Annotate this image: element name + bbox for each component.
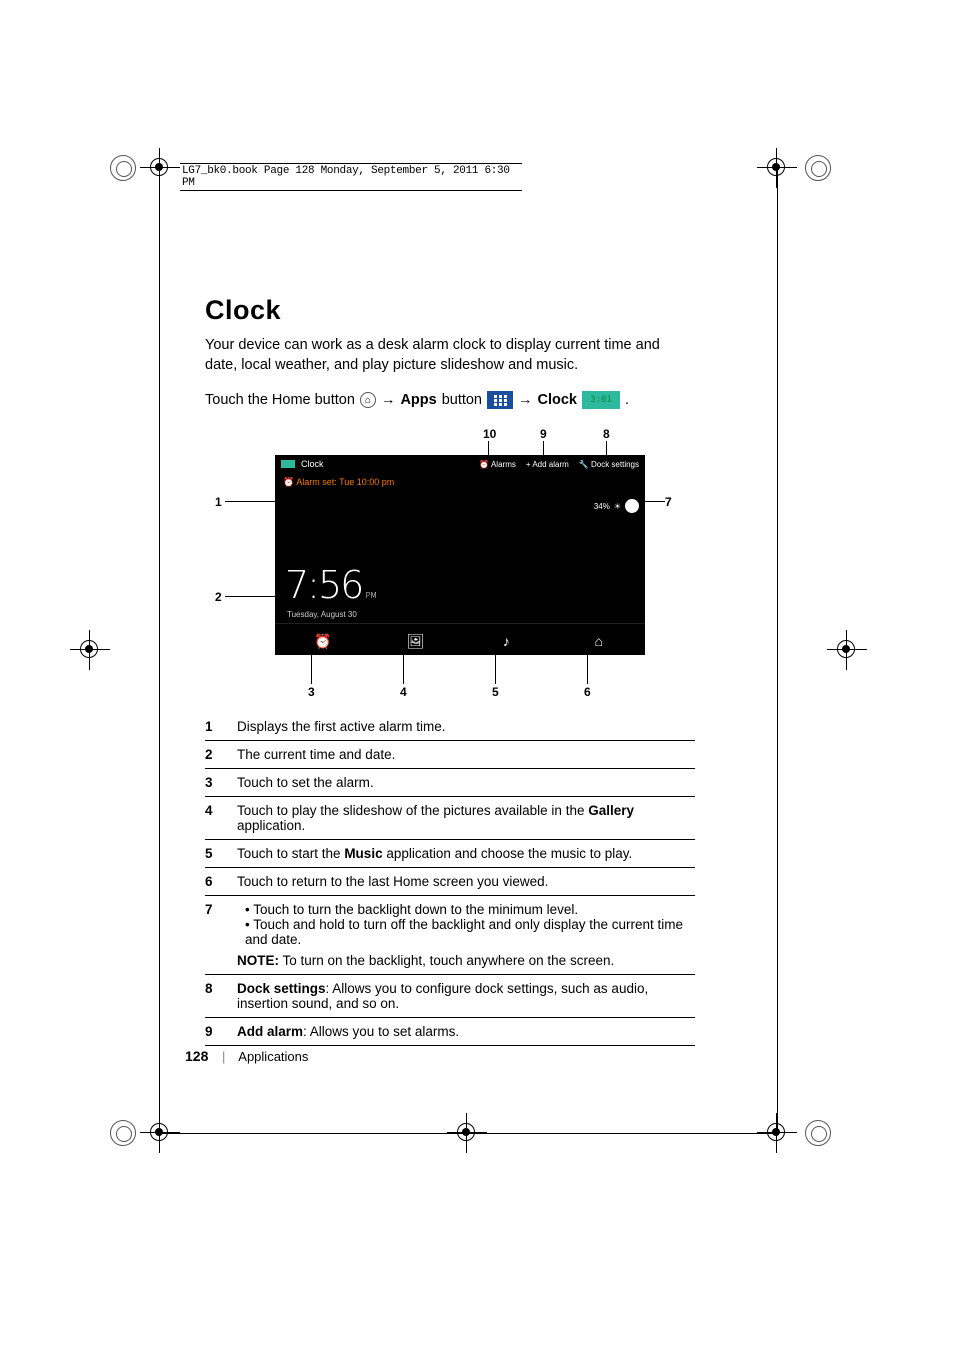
callout-num: 8	[603, 427, 610, 441]
table-row: 7 Touch to turn the backlight down to the…	[205, 896, 695, 975]
rule	[160, 167, 180, 168]
arrow-icon: →	[518, 392, 533, 408]
row-description: Touch to return to the last Home screen …	[237, 868, 695, 896]
rule-left	[159, 170, 160, 1133]
callout-line	[587, 650, 588, 684]
page-header-metadata: LG7_bk0.book Page 128 Monday, September …	[180, 163, 522, 191]
row-number: 1	[205, 713, 237, 741]
row-number: 3	[205, 769, 237, 797]
row-description: The current time and date.	[237, 741, 695, 769]
callout-line	[311, 650, 312, 684]
music-icon[interactable]: ♪	[499, 633, 513, 647]
row-description: Displays the first active alarm time.	[237, 713, 695, 741]
navigation-instruction: Touch the Home button ⌂ → Apps button → …	[205, 391, 695, 409]
cropmark-br-ring	[800, 1115, 836, 1151]
alarm-set-text: ⏰ Alarm set: Tue 10:00 pm	[275, 473, 645, 492]
row-description: Dock settings: Allows you to configure d…	[237, 975, 695, 1018]
list-item: Touch to turn the backlight down to the …	[245, 902, 691, 917]
page-footer: 128 | Applications	[185, 1048, 308, 1064]
callout-num: 10	[483, 427, 496, 441]
page-number: 128	[185, 1048, 208, 1064]
callout-line	[225, 501, 280, 502]
arrow-icon: →	[381, 392, 396, 408]
clock-icon: 3:01	[582, 391, 620, 409]
row-number: 4	[205, 797, 237, 840]
table-row: 5Touch to start the Music application an…	[205, 840, 695, 868]
dimmer-icon	[625, 499, 639, 513]
callout-table: 1Displays the first active alarm time.2T…	[205, 713, 695, 1046]
apps-label: Apps	[400, 392, 436, 408]
callout-num: 4	[400, 685, 407, 699]
nav-text: .	[625, 392, 629, 408]
callout-line	[403, 650, 404, 684]
nav-text: button	[442, 392, 482, 408]
clock-time: 7:56PM	[285, 563, 377, 607]
row-number: 5	[205, 840, 237, 868]
table-row: 8Dock settings: Allows you to configure …	[205, 975, 695, 1018]
rule-bottom	[160, 1133, 777, 1134]
clock-screenshot-diagram: 10 9 8 1 2 7 3 4 5 6 Clock	[215, 427, 685, 707]
row-number: 2	[205, 741, 237, 769]
device-screenshot: Clock ⏰ Alarms + Add alarm 🔧 Dock settin…	[275, 455, 645, 655]
callout-line	[495, 650, 496, 684]
table-row: 4Touch to play the slideshow of the pict…	[205, 797, 695, 840]
app-chip-icon	[281, 460, 295, 468]
row-description: Touch to turn the backlight down to the …	[237, 896, 695, 975]
row-number: 9	[205, 1018, 237, 1046]
row-description: Touch to set the alarm.	[237, 769, 695, 797]
footer-separator: |	[222, 1049, 225, 1064]
alarm-icon[interactable]: ⏰	[314, 633, 328, 647]
row-number: 7	[205, 896, 237, 975]
alarms-menu[interactable]: ⏰ Alarms	[479, 460, 516, 469]
callout-num: 5	[492, 685, 499, 699]
callout-num: 3	[308, 685, 315, 699]
dock-settings-menu[interactable]: 🔧 Dock settings	[579, 460, 639, 469]
cropmark-bl-ring	[105, 1115, 141, 1151]
apps-icon	[487, 391, 513, 409]
cropmark-tl-ring	[105, 150, 141, 186]
callout-num: 7	[665, 495, 672, 509]
intro-paragraph: Your device can work as a desk alarm clo…	[205, 336, 695, 375]
table-row: 3Touch to set the alarm.	[205, 769, 695, 797]
callout-num: 1	[215, 495, 222, 509]
nav-text: Touch the Home button	[205, 392, 355, 408]
home-icon[interactable]: ⌂	[592, 633, 606, 647]
dimmer-control[interactable]: 34% ☀	[594, 499, 639, 513]
list-item: Touch and hold to turn off the backlight…	[245, 917, 691, 947]
section-title: Clock	[205, 295, 695, 326]
row-number: 8	[205, 975, 237, 1018]
table-row: 1Displays the first active alarm time.	[205, 713, 695, 741]
callout-num: 6	[584, 685, 591, 699]
row-description: Touch to start the Music application and…	[237, 840, 695, 868]
app-title: Clock	[301, 459, 324, 469]
clock-date: Tuesday, August 30	[287, 610, 357, 619]
add-alarm-menu[interactable]: + Add alarm	[526, 460, 569, 469]
table-row: 9Add alarm: Allows you to set alarms.	[205, 1018, 695, 1046]
cropmark-tr-ring	[800, 150, 836, 186]
rule-right	[777, 170, 778, 1133]
callout-num: 2	[215, 590, 222, 604]
row-number: 6	[205, 868, 237, 896]
callout-line	[225, 596, 280, 597]
clock-label: Clock	[538, 392, 578, 408]
table-row: 2The current time and date.	[205, 741, 695, 769]
callout-num: 9	[540, 427, 547, 441]
home-icon: ⌂	[360, 392, 376, 408]
table-row: 6Touch to return to the last Home screen…	[205, 868, 695, 896]
footer-section: Applications	[238, 1049, 308, 1064]
row-description: Add alarm: Allows you to set alarms.	[237, 1018, 695, 1046]
slideshow-icon[interactable]: 🖼	[407, 633, 421, 647]
row-description: Touch to play the slideshow of the pictu…	[237, 797, 695, 840]
